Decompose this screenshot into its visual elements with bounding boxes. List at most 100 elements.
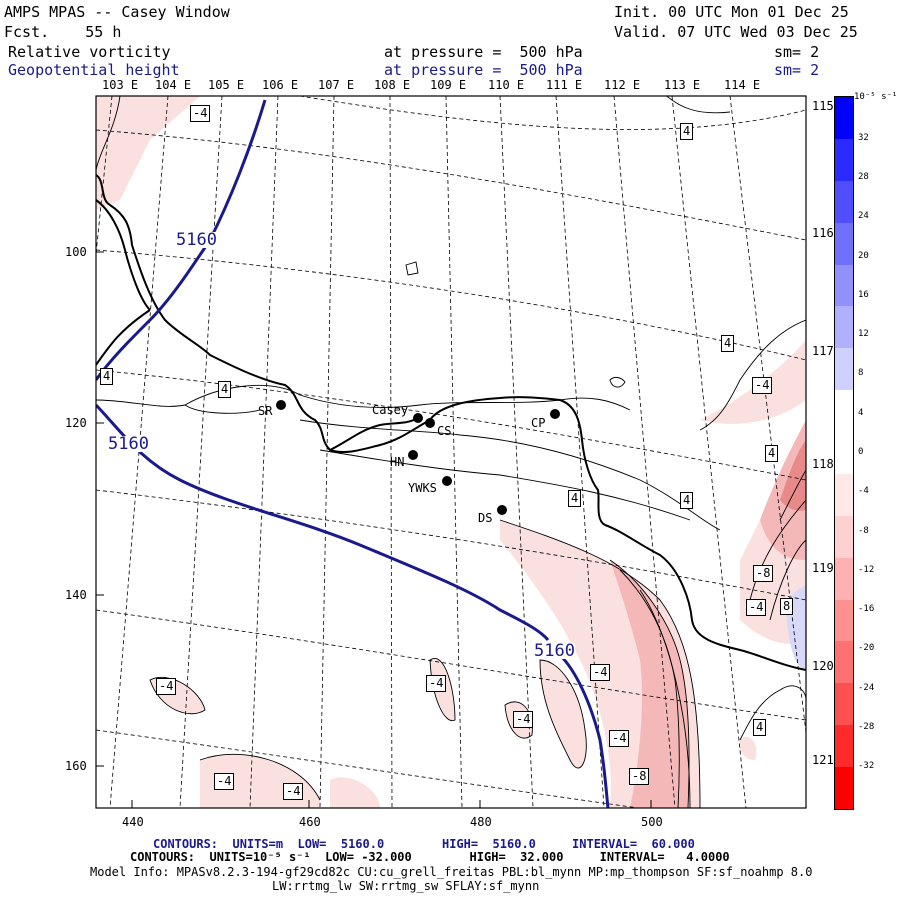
colorbar-segment — [835, 138, 853, 182]
colorbar-tick-label: -32 — [858, 761, 875, 772]
colorbar-unit: 10⁻⁵ s⁻¹ — [854, 92, 898, 102]
vort-label: -4 — [746, 599, 767, 616]
y-tick-label: 120 — [65, 416, 87, 430]
coastline — [96, 174, 806, 671]
vort-label: -4 — [190, 105, 211, 122]
colorbar-tick-label: 0 — [858, 447, 864, 457]
station-cp-marker — [550, 409, 560, 419]
lon-label: 108 E — [374, 78, 411, 92]
x-tick-label: 500 — [641, 815, 663, 829]
vort-label: 4 — [568, 490, 582, 507]
footer-model-info: Model Info: MPASv8.2.3-194-gf29cd82c CU:… — [90, 865, 813, 879]
station-hn-marker — [408, 450, 418, 460]
station-label: HN — [390, 455, 405, 469]
vort-label: -8 — [753, 565, 774, 582]
colorbar-segment — [835, 515, 853, 559]
footer-vort-contours: CONTOURS: UNITS=10⁻⁵ s⁻¹ LOW= -32.000 HI… — [130, 850, 730, 864]
lon-label: 113 E — [664, 78, 701, 92]
colorbar-segment — [835, 264, 853, 307]
vorticity-contours — [96, 96, 806, 808]
colorbar-tick-label: 20 — [858, 250, 869, 261]
smoothing-2: sm= 2 — [774, 61, 820, 79]
colorbar-segment — [835, 557, 853, 601]
station-label: YWKS — [408, 481, 437, 495]
pressure-level-2: at pressure = 500 hPa — [384, 61, 583, 79]
colorbar-tick-label: 16 — [858, 289, 869, 300]
height-contour-label: 5160 — [108, 434, 149, 454]
field-geopotential: Geopotential height — [8, 61, 180, 79]
x-tick-label: 480 — [470, 815, 492, 829]
colorbar-tick-label: -28 — [858, 721, 875, 732]
vort-label: -4 — [609, 730, 630, 747]
colorbar-tick-label: 28 — [858, 172, 869, 183]
colorbar-tick-label: -24 — [858, 682, 875, 693]
lon-label: 111 E — [546, 78, 583, 92]
station-label: SR — [258, 404, 273, 418]
colorbar-segment — [835, 725, 853, 768]
vort-label: -4 — [752, 377, 773, 394]
colorbar-segment — [835, 180, 853, 224]
vorticity-neg-fill-light — [96, 96, 806, 808]
lon-label: 110 E — [488, 78, 525, 92]
vort-label: 4 — [680, 123, 694, 140]
colorbar-tick-label: 12 — [858, 329, 869, 340]
vorticity-neg-fill-dark — [780, 440, 806, 511]
colorbar-tick-label: -12 — [858, 564, 875, 575]
station-sr-marker — [276, 400, 286, 410]
map-plot-area — [96, 96, 806, 808]
vort-label: 8 — [780, 598, 794, 615]
vort-label: -4 — [426, 675, 447, 692]
colorbar-tick-label: -16 — [858, 604, 875, 615]
lon-label: 112 E — [604, 78, 641, 92]
vort-label: -4 — [283, 783, 304, 800]
vort-label: -4 — [590, 664, 611, 681]
map-frame — [95, 95, 807, 809]
station-label: CP — [531, 416, 546, 430]
colorbar-tick-label: -20 — [858, 643, 875, 654]
y-tick-label: 140 — [65, 588, 87, 602]
station-ds-marker — [497, 505, 507, 515]
height-contour-label: 5160 — [534, 641, 575, 661]
vort-label: -8 — [629, 768, 650, 785]
colorbar — [834, 96, 854, 810]
x-tick-label: 460 — [299, 815, 321, 829]
stations — [276, 400, 560, 515]
lon-label: 106 E — [262, 78, 299, 92]
vorticity-neg-fill-medium — [610, 420, 806, 808]
map-title: AMPS MPAS -- Casey Window — [4, 3, 230, 21]
colorbar-segment — [835, 683, 853, 726]
colorbar-segment — [835, 641, 853, 684]
station-label: DS — [478, 511, 493, 525]
lon-label: 107 E — [318, 78, 355, 92]
footer-physics: LW:rrtmg_lw SW:rrtmg_sw SFLAY:sf_mynn — [272, 879, 540, 893]
vort-label: 4 — [680, 492, 694, 509]
colorbar-tick-label: -4 — [858, 486, 869, 497]
lon-label: 104 E — [155, 78, 192, 92]
colorbar-tick-label: -8 — [858, 525, 869, 536]
colorbar-segment — [835, 97, 853, 140]
forecast-hour: Fcst. 55 h — [4, 23, 122, 41]
colorbar-segment — [835, 222, 853, 266]
lon-label: 105 E — [208, 78, 245, 92]
valid-time: Valid. 07 UTC Wed 03 Dec 25 — [614, 23, 858, 41]
init-time: Init. 00 UTC Mon 01 Dec 25 — [614, 3, 849, 21]
colorbar-segment — [835, 473, 853, 517]
colorbar-segment — [835, 599, 853, 642]
station-casey-marker — [413, 413, 423, 423]
vort-label: -4 — [214, 773, 235, 790]
height-contours — [96, 99, 610, 808]
colorbar-segment — [835, 767, 853, 810]
vort-label: -4 — [156, 678, 177, 695]
colorbar-tick-label: 8 — [858, 368, 864, 379]
footer-height-contours: CONTOURS: UNITS=m LOW= 5160.0 HIGH= 5160… — [153, 837, 695, 851]
colorbar-segment — [835, 390, 853, 433]
colorbar-tick-label: 32 — [858, 132, 869, 143]
vort-label: 4 — [753, 719, 767, 736]
vort-label: 4 — [765, 445, 779, 462]
station-cs-marker — [425, 418, 435, 428]
smoothing-1: sm= 2 — [774, 43, 820, 61]
pressure-level-1: at pressure = 500 hPa — [384, 43, 583, 61]
axis-ticks — [96, 251, 652, 808]
colorbar-segment — [835, 348, 853, 391]
